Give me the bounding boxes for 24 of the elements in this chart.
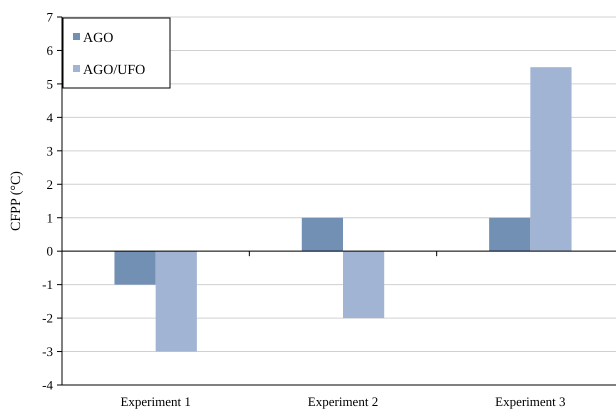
bar [302,218,343,252]
bar [530,67,572,252]
y-axis-title: CFPP (°C) [9,170,24,231]
y-tick-label: 6 [46,43,54,58]
x-tick-label: Experiment 1 [120,394,191,409]
x-tick-label: Experiment 3 [495,394,566,409]
y-tick-label: 1 [46,210,53,226]
y-tick-label: 0 [46,244,53,259]
y-tick-label: -2 [42,310,53,326]
bar [489,218,530,252]
bar [114,251,156,285]
legend-label: AGO/UFO [83,62,146,78]
y-tick-label: 4 [46,110,54,125]
y-tick-label: -4 [42,378,54,393]
bar [343,251,384,318]
y-tick-label: 2 [46,176,53,192]
y-tick-label: -3 [42,344,53,360]
bar [156,251,197,352]
y-tick-label: 5 [46,76,53,92]
y-tick-label: -1 [42,277,53,292]
y-tick-label: 7 [46,10,54,25]
x-tick-label: Experiment 2 [308,394,378,409]
y-tick-label: 3 [46,143,53,158]
legend-label: AGO [83,30,114,46]
